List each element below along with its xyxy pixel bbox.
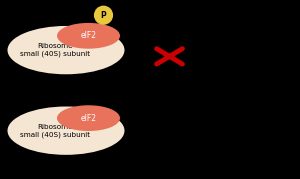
Ellipse shape [57,105,120,131]
Ellipse shape [94,6,113,25]
Text: eIF2: eIF2 [80,114,97,123]
Ellipse shape [8,107,124,155]
Ellipse shape [8,26,124,74]
Text: Ribosome
small (40S) subunit: Ribosome small (40S) subunit [20,124,91,138]
Text: P: P [100,11,106,20]
Ellipse shape [57,23,120,49]
Text: Ribosome
small (40S) subunit: Ribosome small (40S) subunit [20,43,91,57]
Text: eIF2: eIF2 [80,31,97,40]
